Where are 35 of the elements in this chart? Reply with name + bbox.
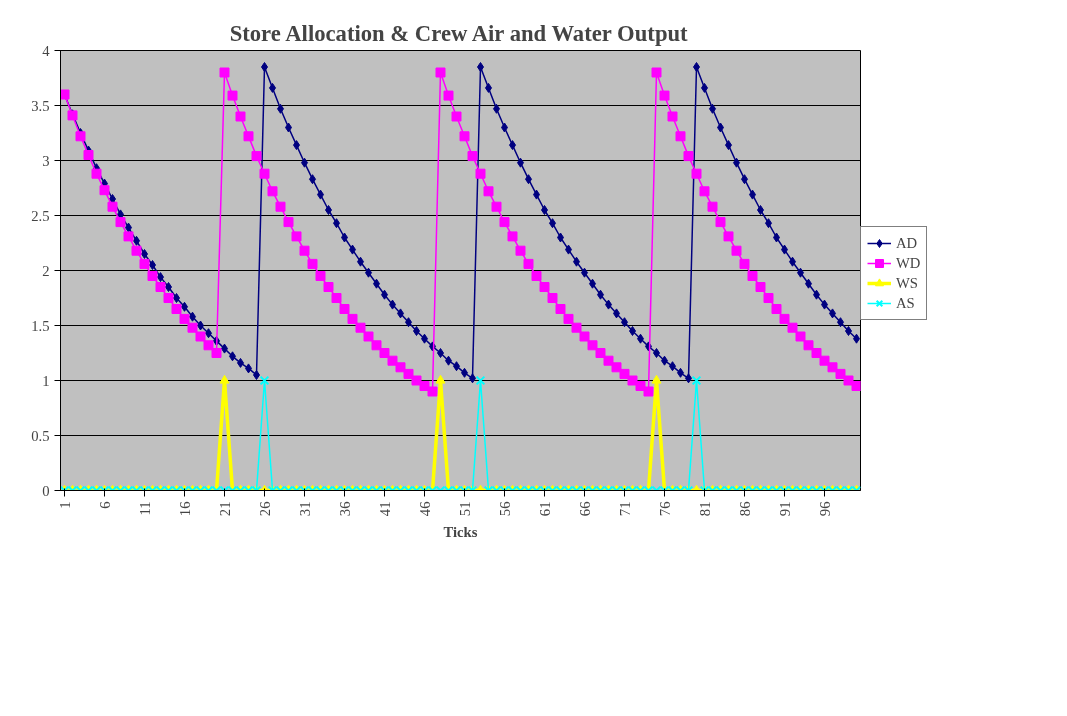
y-tick-label: 0.5 bbox=[31, 427, 50, 444]
x-tick-label: 21 bbox=[216, 501, 233, 517]
x-tick-label: 31 bbox=[296, 501, 313, 517]
x-tick-label: 81 bbox=[696, 501, 713, 517]
x-tick-label: 46 bbox=[416, 501, 433, 517]
y-tick-label: 0 bbox=[42, 482, 50, 499]
x-tick-label: 96 bbox=[816, 501, 833, 517]
y-tick-label: 2 bbox=[42, 262, 50, 279]
x-tick-label: 71 bbox=[616, 501, 633, 517]
x-tick-label: 91 bbox=[776, 501, 793, 517]
x-tick-label: 36 bbox=[336, 501, 353, 517]
chart-title: Store Allocation & Crew Air and Water Output bbox=[229, 20, 689, 46]
legend-label: AD bbox=[896, 234, 918, 252]
x-tick-label: 66 bbox=[576, 501, 593, 517]
y-tick-label: 3 bbox=[42, 152, 50, 169]
x-tick-label: 6 bbox=[96, 501, 113, 509]
legend-label: AS bbox=[896, 294, 916, 312]
y-tick-label: 1.5 bbox=[31, 317, 50, 334]
x-tick-label: 56 bbox=[496, 501, 513, 517]
x-axis-title: Ticks bbox=[443, 524, 478, 541]
x-tick-label: 76 bbox=[656, 501, 673, 517]
x-tick-label: 86 bbox=[736, 501, 753, 517]
x-tick-label: 16 bbox=[176, 501, 193, 517]
x-tick-label: 41 bbox=[376, 501, 393, 517]
x-tick-label: 26 bbox=[256, 501, 273, 517]
y-tick-label: 2.5 bbox=[31, 207, 50, 224]
y-tick-label: 3.5 bbox=[31, 97, 50, 114]
x-tick-label: 11 bbox=[136, 501, 153, 516]
legend-label: WD bbox=[896, 254, 921, 272]
x-tick-label: 1 bbox=[56, 501, 73, 509]
legend-label: WS bbox=[896, 274, 918, 292]
y-tick-label: 4 bbox=[42, 42, 51, 59]
x-tick-label: 51 bbox=[456, 501, 473, 517]
y-tick-label: 1 bbox=[42, 372, 50, 389]
x-tick-label: 61 bbox=[536, 501, 553, 517]
